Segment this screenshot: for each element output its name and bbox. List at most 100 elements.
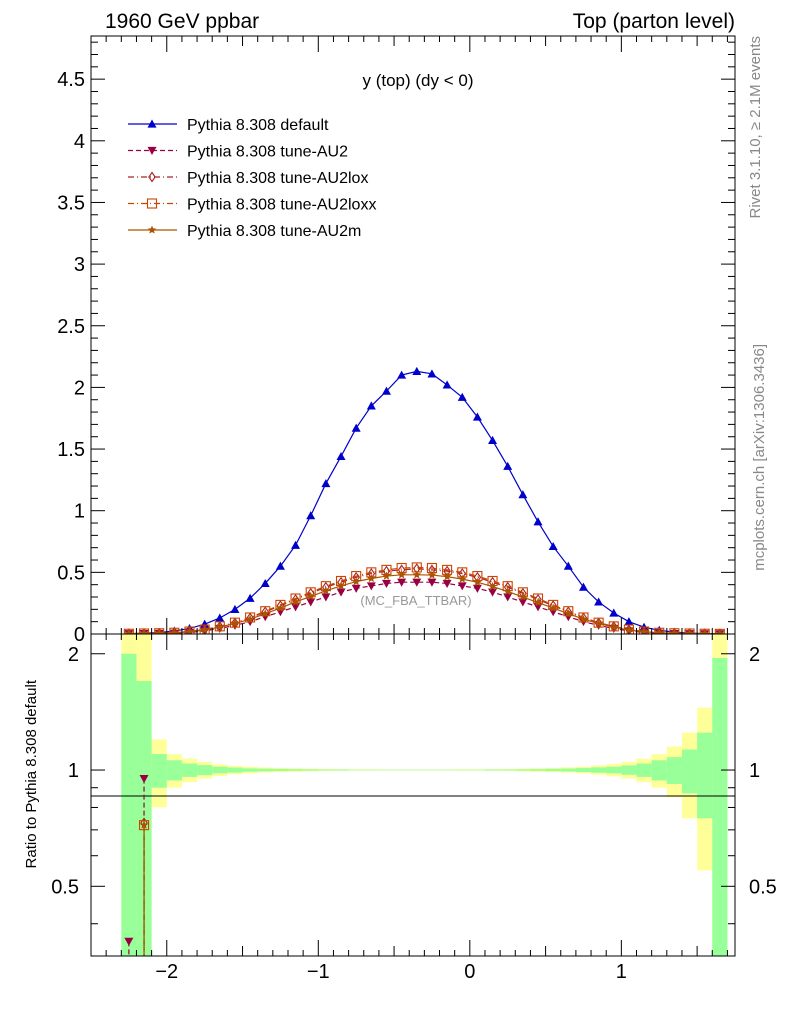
legend-marker — [148, 171, 156, 183]
data-point — [397, 370, 407, 379]
green-band-bin — [242, 768, 258, 772]
data-point — [427, 570, 437, 579]
green-band-bin — [439, 769, 455, 771]
legend-entry: Pythia 8.308 tune-AU2 — [128, 144, 348, 161]
series-pythia-8-308-tune-au2m — [124, 570, 725, 634]
data-point — [503, 461, 513, 470]
main-y-tick-label: 3 — [74, 254, 85, 276]
data-point — [260, 609, 270, 618]
data-point — [488, 588, 498, 597]
data-point — [321, 586, 331, 595]
legend-marker — [147, 225, 157, 234]
data-point — [579, 614, 588, 623]
main-series-group — [123, 366, 725, 634]
data-point — [578, 582, 588, 591]
data-point — [700, 629, 709, 634]
green-band-bin — [545, 768, 561, 772]
data-point — [245, 614, 255, 623]
main-y-axis: 0 0.5 1 1.5 2 2.5 3 3.5 4 4.5 — [57, 41, 735, 646]
green-band-bin — [575, 768, 592, 773]
ratio-y-tick-label: 1 — [68, 760, 79, 782]
legend-label: Pythia 8.308 default — [187, 117, 329, 134]
data-point — [230, 604, 240, 613]
ratio-y-tick-label-right: 1 — [749, 760, 760, 782]
legend-label: Pythia 8.308 tune-AU2lox — [187, 170, 368, 187]
data-point — [655, 627, 664, 634]
data-point — [594, 619, 603, 628]
green-band-bin — [484, 769, 501, 771]
data-point — [185, 626, 194, 634]
ratio-y-axis: 0.5 0.5 1 1 2 2 — [51, 644, 777, 925]
data-point — [366, 582, 376, 591]
data-point — [609, 608, 619, 617]
data-point — [518, 490, 528, 499]
green-band-bin — [606, 766, 622, 774]
green-band-bin — [151, 754, 167, 788]
green-band-bin — [378, 769, 395, 771]
data-point — [427, 578, 437, 587]
series-line — [128, 370, 720, 634]
data-point — [382, 571, 391, 580]
data-point — [472, 412, 482, 421]
ratio-point — [139, 775, 149, 784]
events-label: Rivet 3.1.10, ≥ 2.1M events — [747, 36, 764, 219]
ratio-spikes-group — [124, 775, 150, 956]
data-point — [397, 570, 406, 579]
ratio-frame — [90, 633, 736, 957]
data-point — [457, 582, 467, 591]
x-tick-label: −2 — [155, 961, 178, 983]
data-point — [564, 609, 573, 618]
main-y-tick-label: 4.5 — [57, 69, 85, 91]
main-y-tick-label: 1 — [74, 501, 85, 523]
green-band-bin — [424, 769, 440, 771]
data-point — [200, 625, 209, 634]
data-point — [548, 603, 558, 612]
ratio-y-tick-label: 0.5 — [51, 876, 79, 898]
green-band-bin — [530, 769, 546, 771]
data-point — [306, 598, 316, 607]
green-band-bin — [166, 760, 182, 781]
data-point — [397, 578, 407, 587]
green-band-bin — [394, 769, 410, 771]
data-point — [366, 401, 376, 410]
legend-label: Pythia 8.308 tune-AU2loxx — [187, 197, 376, 214]
data-point — [457, 392, 467, 401]
data-point — [124, 629, 134, 634]
data-point — [533, 517, 543, 526]
green-band-bin — [333, 769, 349, 771]
data-point — [260, 606, 271, 617]
legend-label: Pythia 8.308 tune-AU2m — [187, 223, 361, 240]
ratio-panel: 0.5 0.5 1 1 2 2 −2 −1 0 1 Ratio to Pythia 8.308 … — [23, 633, 777, 983]
data-point — [260, 578, 270, 588]
green-band-bin — [666, 757, 682, 785]
x-tick-label: 1 — [616, 961, 627, 983]
data-point — [548, 541, 558, 551]
data-point — [306, 591, 315, 601]
data-point — [533, 598, 543, 607]
green-band-bin — [181, 763, 198, 777]
data-point — [336, 581, 346, 590]
green-band-bin — [363, 769, 379, 771]
green-band-bin — [515, 769, 531, 771]
data-point — [427, 369, 437, 378]
data-point — [276, 603, 285, 612]
data-point — [518, 598, 528, 607]
data-point — [625, 624, 633, 634]
data-point — [503, 593, 513, 602]
data-point — [291, 540, 301, 549]
legend-label: Pythia 8.308 tune-AU2 — [187, 144, 348, 161]
main-panel: 0 0.5 1 1.5 2 2.5 3 3.5 4 4.5 y (top) (dy < 0) (M… — [57, 35, 736, 646]
data-point — [215, 613, 225, 622]
data-point — [640, 626, 648, 634]
green-band-bin — [212, 766, 228, 774]
green-band-bin — [272, 769, 288, 772]
data-point — [291, 597, 300, 606]
data-point — [442, 579, 452, 588]
legend-entry: Pythia 8.308 tune-AU2m — [128, 223, 361, 240]
main-x-ticks — [105, 36, 728, 634]
data-point — [336, 588, 346, 597]
source-label: mcplots.cern.ch [arXiv:1306.3436] — [751, 344, 768, 571]
data-point — [472, 584, 482, 593]
data-point — [473, 577, 482, 586]
green-band-bin — [303, 769, 319, 771]
